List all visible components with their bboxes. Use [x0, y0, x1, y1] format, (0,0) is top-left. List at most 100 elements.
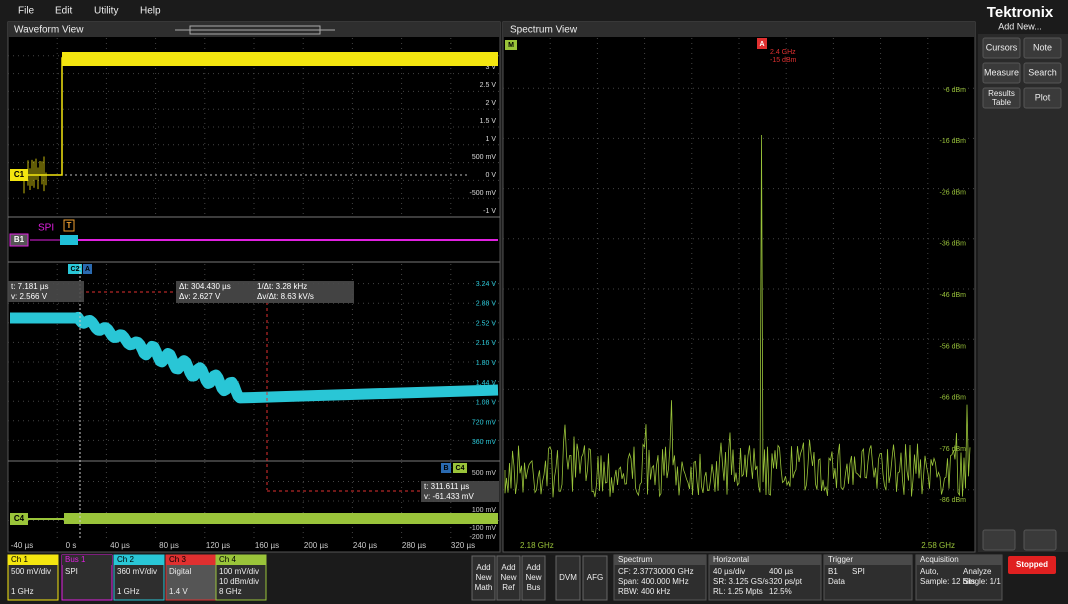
spectrum-scale-label: -86 dBm	[940, 497, 967, 504]
channel-tile-header[interactable]	[166, 555, 216, 565]
ch2-scale-label: 2.88 V	[476, 301, 497, 308]
spectrum-stop: 2.58 GHz	[921, 541, 955, 550]
status-panel-text[interactable]: 400 µs	[769, 567, 793, 576]
tool-button[interactable]	[582, 555, 608, 601]
add-button-label[interactable]: Add	[476, 563, 490, 572]
status-panel-text[interactable]: Data	[828, 577, 845, 586]
ch1-scale-label: -1 V	[483, 208, 496, 215]
status-panel-label[interactable]: Spectrum	[618, 555, 653, 564]
status-panel-text[interactable]: SPI	[852, 567, 865, 576]
channel-tile-label[interactable]: Ch 1	[11, 555, 28, 564]
channel-tile-text[interactable]: 1 GHz	[117, 587, 140, 596]
status-panel-text[interactable]: RL: 1.25 Mpts	[713, 587, 763, 596]
channel-tile-label[interactable]: Bus 1	[65, 555, 86, 564]
channel-tile-text[interactable]: SPI	[65, 567, 78, 576]
status-panel-text[interactable]: SR: 3.125 GS/s	[713, 577, 769, 586]
status-panel-text[interactable]: Sample: 12 bits	[920, 577, 975, 586]
channel-tile-header[interactable]	[114, 555, 164, 565]
side-button-label[interactable]: Search	[1028, 67, 1057, 77]
channel-tile-header[interactable]	[8, 555, 58, 565]
status-panel-text[interactable]: B1	[828, 567, 838, 576]
side-button-label[interactable]: Measure	[984, 67, 1019, 77]
status-panel-header[interactable]	[824, 555, 912, 565]
menu-item[interactable]: Utility	[94, 6, 118, 17]
add-button-label[interactable]: Bus	[527, 583, 541, 592]
ch2-badge-label: A	[85, 266, 90, 273]
ch2-trace	[10, 311, 499, 404]
tool-button-label[interactable]: AFG	[587, 573, 603, 582]
status-panel-label[interactable]: Horizontal	[713, 555, 749, 564]
side-button[interactable]	[1023, 62, 1062, 84]
status-panel-label[interactable]: Trigger	[828, 555, 853, 564]
add-button-label[interactable]: Add	[526, 563, 540, 572]
add-button[interactable]	[521, 555, 546, 601]
channel-tile-text[interactable]: 1 GHz	[11, 587, 34, 596]
channel-tile-text[interactable]: 8 GHz	[219, 587, 242, 596]
status-panel-text[interactable]: Auto,	[920, 567, 939, 576]
channel-tile-label[interactable]: Ch 2	[117, 555, 134, 564]
tool-button-label[interactable]: DVM	[559, 573, 577, 582]
spectrum-scale-label: -26 dBm	[940, 189, 967, 196]
side-button[interactable]	[982, 87, 1021, 109]
run-state-button[interactable]	[1008, 556, 1056, 574]
spectrum-badge	[505, 40, 517, 50]
channel-tile-header[interactable]	[216, 555, 266, 565]
add-button[interactable]	[471, 555, 496, 601]
ch1-scale-label: 0 V	[485, 172, 496, 179]
side-button[interactable]	[982, 62, 1021, 84]
status-panel-label[interactable]: Acquisition	[920, 555, 959, 564]
time-axis-label: 120 µs	[206, 541, 230, 550]
side-button[interactable]	[1023, 37, 1062, 59]
menu-item[interactable]: Edit	[55, 6, 72, 17]
ch2-scale-label: 360 mV	[472, 439, 496, 446]
delta-readout-text: Δv: 2.627 V	[179, 292, 221, 301]
channel-tile-header[interactable]	[62, 555, 112, 565]
status-panel-text[interactable]: CF: 2.37730000 GHz	[618, 567, 694, 576]
cursor-a-readout-text: v: 2.566 V	[11, 292, 48, 301]
zoom-button[interactable]	[982, 529, 1016, 551]
channel-tile-label[interactable]: Ch 3	[169, 555, 186, 564]
channel-tile-text[interactable]: 1.4 V	[169, 587, 188, 596]
add-button-label[interactable]: New	[475, 573, 491, 582]
add-button-label[interactable]: New	[525, 573, 541, 582]
ch2-scale-label: 2.16 V	[476, 340, 497, 347]
channel-tile-text[interactable]: Digital	[169, 567, 191, 576]
add-button-label[interactable]: Ref	[502, 583, 515, 592]
status-panel-text[interactable]: Single: 1/1	[963, 577, 1001, 586]
side-button-label[interactable]: Results Table	[988, 89, 1015, 107]
menu-item[interactable]: File	[18, 6, 35, 17]
side-button-label[interactable]: Cursors	[986, 42, 1018, 52]
channel-tile-text[interactable]: 100 mV/div	[219, 567, 259, 576]
ch4-cursor-badge-label: C4	[456, 465, 465, 472]
status-panel-text[interactable]: Span: 400.000 MHz	[618, 577, 689, 586]
status-panel-text[interactable]: 320 ps/pt	[769, 577, 803, 586]
tool-button[interactable]	[555, 555, 581, 601]
side-button-label[interactable]: Plot	[1035, 92, 1051, 102]
side-button-label[interactable]: Note	[1033, 42, 1052, 52]
add-button[interactable]	[496, 555, 521, 601]
channel-tile-label[interactable]: Ch 4	[219, 555, 236, 564]
delete-button[interactable]	[1023, 529, 1057, 551]
add-button-label[interactable]: Math	[475, 583, 493, 592]
status-panel-text[interactable]: RBW: 400 kHz	[618, 587, 670, 596]
status-panel-text[interactable]: Analyze	[963, 567, 992, 576]
status-panel-header[interactable]	[709, 555, 821, 565]
channel-tile-text[interactable]: 500 mV/div	[11, 567, 51, 576]
add-button-label[interactable]: Add	[501, 563, 515, 572]
status-panel-header[interactable]	[614, 555, 706, 565]
channel-tile-text[interactable]: 360 mV/div	[117, 567, 157, 576]
ch1-scale-label: 2 V	[485, 100, 496, 107]
cursor-a-readout	[8, 281, 84, 302]
add-button-label[interactable]: New	[500, 573, 516, 582]
side-button[interactable]	[1023, 87, 1062, 109]
delta-readout-text: Δv/Δt: 8.63 kV/s	[257, 292, 314, 301]
time-axis-label: 320 µs	[451, 541, 475, 550]
channel-tile-text[interactable]: 10 dBm/div	[219, 577, 259, 586]
side-button[interactable]	[982, 37, 1021, 59]
waveform-title: Waveform View	[14, 25, 84, 36]
status-panel-text[interactable]: 40 µs/div	[713, 567, 745, 576]
menu-item[interactable]: Help	[140, 6, 161, 17]
status-panel-header[interactable]	[916, 555, 1002, 565]
run-state-label[interactable]: Stopped	[1016, 560, 1048, 569]
status-panel-text[interactable]: 12.5%	[769, 587, 792, 596]
